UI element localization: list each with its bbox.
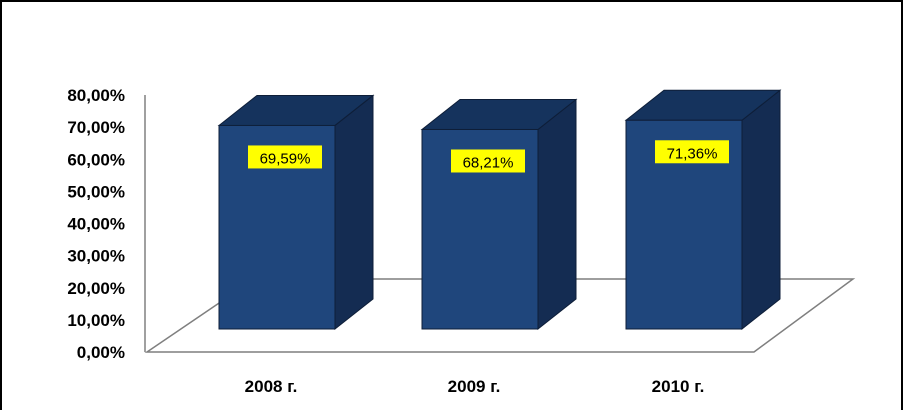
data-label: 68,21% <box>451 149 525 173</box>
y-tick-label: 0,00% <box>77 343 125 362</box>
bar-side <box>741 89 781 331</box>
y-tick-label: 70,00% <box>67 118 125 137</box>
data-label-bg <box>248 145 322 169</box>
data-label: 71,36% <box>655 140 729 164</box>
data-label-bg <box>655 140 729 164</box>
y-tick-label: 40,00% <box>67 215 125 234</box>
bar-side <box>334 94 374 331</box>
bar-2009 <box>420 98 578 331</box>
x-tick-label: 2010 г. <box>652 377 705 396</box>
data-label-text: 71,36% <box>667 145 718 162</box>
bar-side <box>537 98 577 331</box>
y-tick-label: 30,00% <box>67 247 125 266</box>
data-label-text: 69,59% <box>260 150 311 167</box>
bar-2010 <box>624 89 782 331</box>
y-tick-label: 80,00% <box>67 86 125 105</box>
data-label: 69,59% <box>248 145 322 169</box>
data-label-bg <box>451 149 525 173</box>
y-tick-label: 10,00% <box>67 311 125 330</box>
y-tick-label: 60,00% <box>67 150 125 169</box>
bar-2008 <box>217 94 375 331</box>
y-tick-label: 20,00% <box>67 279 125 298</box>
y-tick-label: 50,00% <box>67 182 125 201</box>
x-tick-label: 2008 г. <box>245 377 298 396</box>
x-tick-label: 2009 г. <box>448 377 501 396</box>
data-label-text: 68,21% <box>463 154 514 171</box>
